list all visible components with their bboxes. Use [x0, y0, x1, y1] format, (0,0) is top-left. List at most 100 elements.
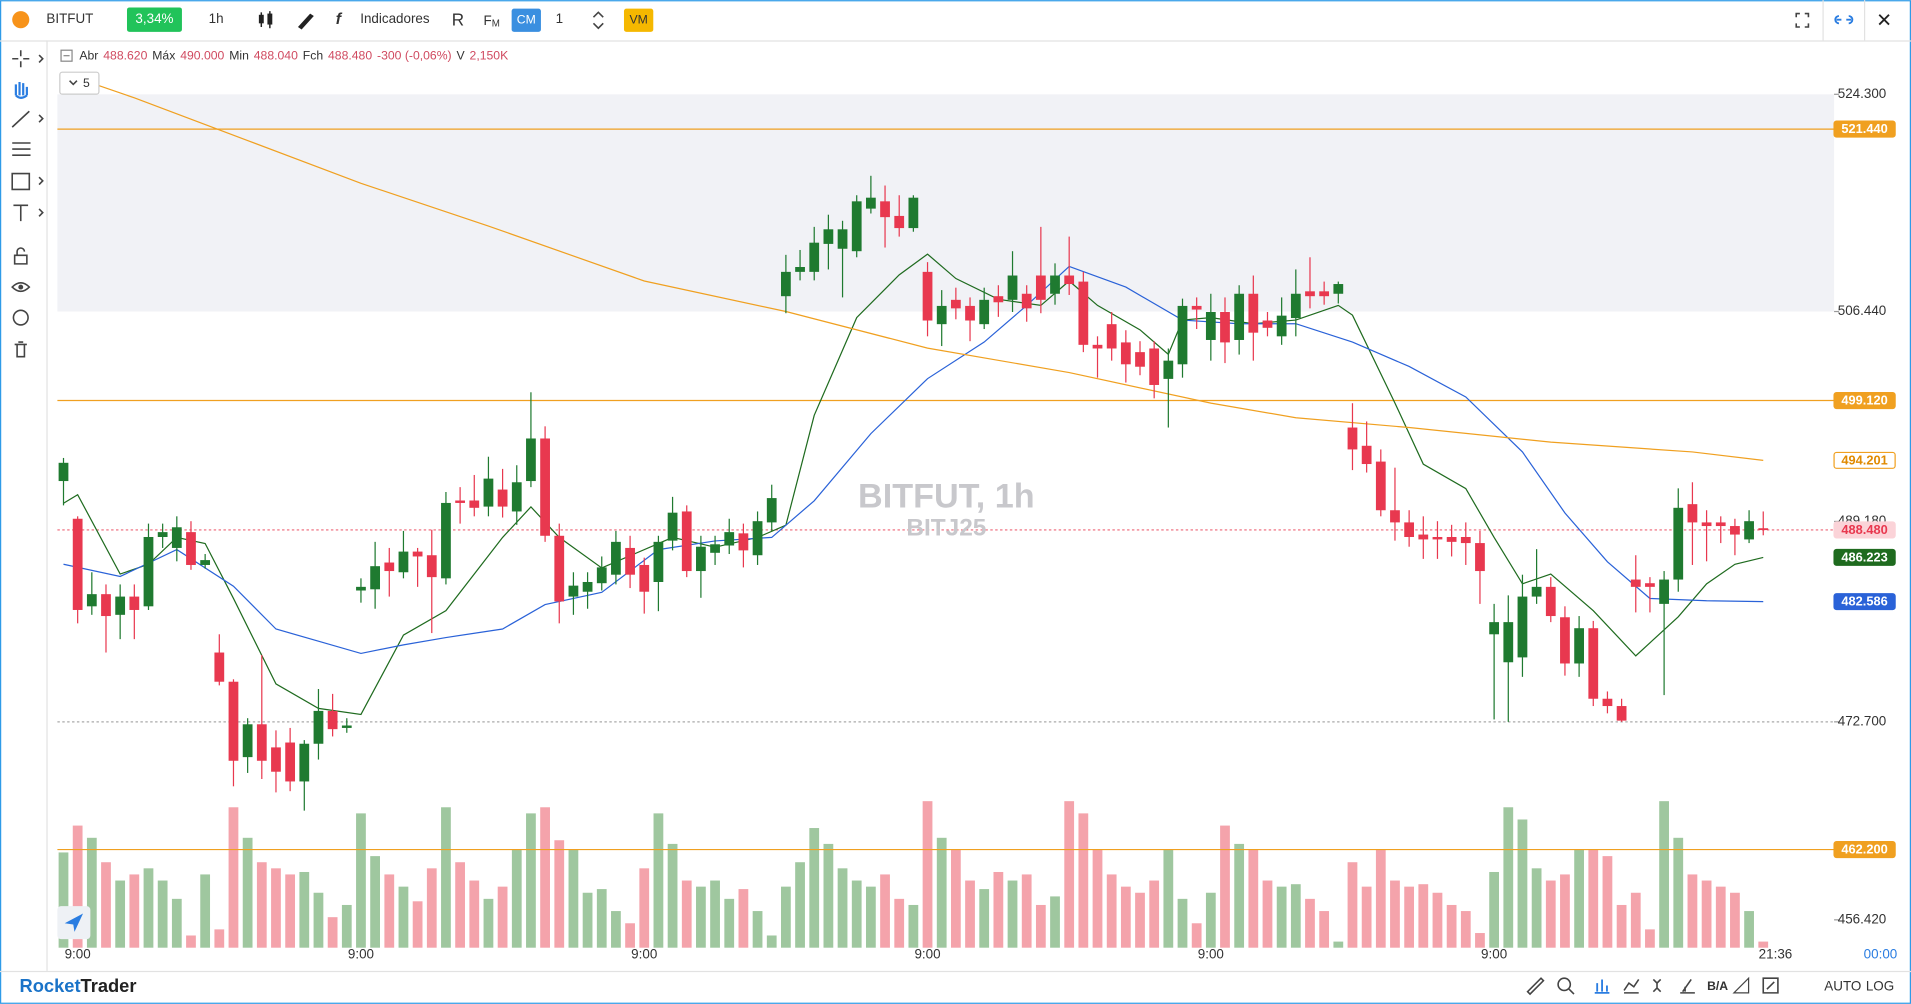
crosshair-tool[interactable]: [12, 50, 44, 68]
trend-tool[interactable]: [1623, 979, 1640, 994]
shape-tool[interactable]: [11, 172, 44, 191]
candle-body: [341, 725, 352, 728]
depth-tool[interactable]: [1680, 978, 1695, 994]
line-tool[interactable]: [11, 110, 44, 128]
volume-bar: [256, 862, 267, 948]
candle-body: [554, 535, 565, 602]
volume-bar: [1078, 813, 1089, 948]
indicators-button[interactable]: Indicadores: [360, 11, 430, 26]
visibility-tool[interactable]: [11, 282, 31, 293]
volume-bar: [965, 880, 975, 948]
interval[interactable]: 1h: [209, 11, 224, 26]
candle-body: [738, 533, 749, 551]
price-band: [57, 94, 1835, 312]
volume-bar: [1489, 871, 1500, 948]
quantity-spinner[interactable]: [592, 11, 604, 30]
volume-bar: [766, 935, 777, 948]
bars-tool[interactable]: [1594, 979, 1610, 994]
zoom-tool[interactable]: [1557, 977, 1572, 992]
draw-button[interactable]: [297, 13, 314, 30]
change: 3,34%: [135, 11, 173, 26]
volume-bar: [639, 868, 650, 948]
volume-bar: [611, 911, 621, 948]
level-tag: [1833, 120, 1896, 138]
volume-bar: [1205, 892, 1216, 948]
candle-body: [469, 500, 480, 508]
candle-body: [1560, 617, 1570, 664]
candle-body: [766, 498, 777, 523]
pan-tool[interactable]: [14, 81, 28, 99]
candle-body: [540, 438, 550, 536]
candle-body: [965, 305, 975, 321]
candle-body: [426, 555, 437, 578]
low-value: 488.040: [254, 49, 298, 63]
level-tag: [1833, 391, 1896, 410]
rx-button[interactable]: R: [452, 10, 464, 29]
candle-body: [1092, 344, 1103, 349]
help-tool[interactable]: [12, 309, 29, 326]
legend-collapse[interactable]: [60, 49, 73, 62]
left-tools: [11, 50, 44, 358]
volume-bar: [58, 852, 69, 948]
candle-body: [1531, 586, 1542, 597]
fullscreen-button[interactable]: [1795, 12, 1810, 28]
fm-button[interactable]: FM: [484, 12, 500, 28]
volume-bar: [1701, 880, 1712, 948]
quantity[interactable]: 1: [556, 11, 563, 26]
candle-body: [1545, 586, 1556, 617]
volume-bar: [1064, 801, 1075, 948]
volume-bar: [1276, 886, 1287, 948]
candle-body: [1673, 507, 1684, 580]
candle-body: [1220, 312, 1230, 343]
volume-bar: [299, 871, 310, 948]
candle-body: [285, 742, 296, 782]
log-button[interactable]: LOG: [1866, 978, 1894, 993]
auto-button[interactable]: AUTO: [1824, 978, 1861, 993]
volume-bar: [441, 807, 451, 948]
volume-bar: [1659, 801, 1669, 948]
symbol[interactable]: BITFUT: [46, 11, 93, 26]
screenshot-tool[interactable]: [1762, 977, 1779, 994]
link-button[interactable]: [1834, 15, 1854, 25]
delete-tool[interactable]: [14, 341, 27, 358]
fib-tool[interactable]: [12, 142, 31, 157]
volume-bar: [1616, 904, 1627, 948]
candle-body: [611, 541, 621, 575]
candle-body: [1248, 293, 1259, 333]
volume-bar: [143, 868, 154, 948]
volume-bar: [696, 886, 706, 948]
candle-type-button[interactable]: [258, 11, 273, 29]
volume-bar: [1602, 856, 1613, 948]
candle-body: [511, 482, 522, 512]
volume-bar: [625, 923, 635, 948]
pattern-tool[interactable]: [1652, 978, 1662, 993]
volume-bar: [1333, 941, 1344, 948]
volume-bar: [1730, 892, 1740, 948]
moving-average: [63, 253, 1764, 716]
open-value: 488.620: [103, 49, 147, 63]
candle-body: [1319, 291, 1330, 297]
scale-tool[interactable]: [1732, 976, 1750, 994]
candle-body: [582, 581, 593, 592]
close-button[interactable]: [1878, 14, 1890, 26]
volume-bar: [936, 837, 947, 948]
volume-bar: [398, 886, 409, 948]
candle-body: [809, 242, 820, 272]
candle-body: [327, 710, 338, 730]
candle-body: [1645, 583, 1655, 587]
text-tool[interactable]: [13, 204, 44, 222]
volume-bar: [738, 889, 749, 948]
cm-button[interactable]: CM: [517, 13, 536, 27]
ma-tag-label: 482.586: [1841, 594, 1887, 609]
ba-button[interactable]: B/A: [1707, 979, 1728, 993]
fm-label: F: [484, 12, 492, 27]
volume-bar: [554, 840, 565, 948]
lock-tool[interactable]: [13, 247, 28, 265]
volume-bar: [752, 911, 763, 948]
indicator-collapse-box[interactable]: [59, 71, 100, 95]
vm-button[interactable]: VM: [629, 13, 647, 27]
candle-body: [1177, 305, 1188, 365]
candle-body: [752, 521, 763, 556]
volume-bar: [653, 813, 664, 948]
ruler-tool[interactable]: [1526, 977, 1545, 996]
